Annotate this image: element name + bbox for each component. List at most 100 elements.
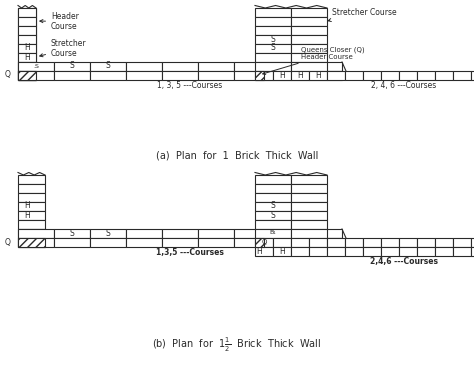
Bar: [18, 193, 45, 202]
Bar: [255, 238, 273, 247]
Text: H: H: [24, 211, 30, 219]
Text: Queens Closer (Q)
Header Course: Queens Closer (Q) Header Course: [263, 46, 365, 74]
Bar: [417, 238, 435, 247]
Bar: [234, 71, 270, 80]
Bar: [291, 184, 327, 193]
Bar: [291, 220, 327, 229]
Bar: [18, 8, 36, 17]
Text: B₁: B₁: [270, 231, 276, 235]
Bar: [255, 35, 291, 44]
Bar: [255, 175, 291, 184]
Text: S: S: [106, 61, 110, 71]
Bar: [306, 62, 342, 71]
Bar: [291, 26, 327, 35]
Bar: [255, 71, 264, 80]
Text: H: H: [24, 202, 30, 211]
Bar: [273, 247, 291, 256]
Bar: [255, 53, 291, 62]
Bar: [291, 202, 327, 211]
Bar: [471, 247, 474, 256]
Bar: [18, 202, 45, 211]
Bar: [381, 71, 399, 80]
Bar: [291, 238, 309, 247]
Bar: [255, 62, 291, 71]
Text: 2,4,6 ---Courses: 2,4,6 ---Courses: [370, 257, 438, 266]
Bar: [291, 229, 327, 238]
Bar: [327, 71, 345, 80]
Text: H: H: [279, 71, 285, 80]
Bar: [18, 175, 45, 184]
Text: H: H: [315, 71, 321, 80]
Text: Header
Course: Header Course: [40, 12, 79, 31]
Bar: [399, 71, 417, 80]
Bar: [90, 229, 126, 238]
Bar: [18, 17, 36, 26]
Bar: [162, 62, 198, 71]
Text: (a)  Plan  for  1  Brick  Thick  Wall: (a) Plan for 1 Brick Thick Wall: [156, 150, 318, 160]
Text: .S: .S: [33, 64, 39, 68]
Text: S: S: [271, 44, 275, 53]
Bar: [291, 17, 327, 26]
Bar: [18, 220, 45, 229]
Text: Q: Q: [5, 71, 11, 80]
Bar: [273, 71, 291, 80]
Text: Q: Q: [5, 238, 11, 246]
Bar: [18, 71, 36, 80]
Bar: [255, 26, 291, 35]
Bar: [54, 229, 90, 238]
Bar: [54, 238, 90, 247]
Bar: [270, 62, 306, 71]
Bar: [18, 238, 45, 247]
Bar: [18, 35, 36, 44]
Bar: [381, 247, 399, 256]
Bar: [18, 53, 36, 62]
Bar: [18, 44, 36, 53]
Bar: [54, 62, 90, 71]
Bar: [453, 71, 471, 80]
Bar: [363, 247, 381, 256]
Bar: [18, 71, 54, 80]
Bar: [291, 193, 327, 202]
Text: (b)  Plan  for  $1\frac{1}{2}$  Brick  Thick  Wall: (b) Plan for $1\frac{1}{2}$ Brick Thick …: [152, 336, 322, 354]
Bar: [270, 238, 306, 247]
Bar: [18, 71, 36, 80]
Bar: [18, 17, 36, 26]
Bar: [18, 211, 45, 220]
Bar: [345, 238, 363, 247]
Text: S: S: [271, 211, 275, 219]
Bar: [18, 238, 45, 247]
Bar: [18, 238, 54, 247]
Bar: [18, 184, 45, 193]
Text: Q: Q: [261, 239, 267, 245]
Bar: [327, 238, 345, 247]
Bar: [162, 238, 198, 247]
Bar: [18, 26, 36, 35]
Bar: [54, 71, 90, 80]
Bar: [234, 238, 270, 247]
Bar: [291, 35, 327, 44]
Bar: [291, 53, 327, 62]
Bar: [270, 229, 306, 238]
Bar: [291, 71, 309, 80]
Bar: [18, 229, 54, 238]
Bar: [363, 238, 381, 247]
Bar: [255, 71, 273, 80]
Bar: [18, 62, 54, 71]
Bar: [18, 44, 36, 53]
Bar: [291, 62, 327, 71]
Bar: [198, 229, 234, 238]
Bar: [198, 238, 234, 247]
Bar: [291, 211, 327, 220]
Bar: [435, 71, 453, 80]
Bar: [345, 71, 363, 80]
Bar: [306, 71, 342, 80]
Bar: [255, 202, 291, 211]
Bar: [234, 62, 270, 71]
Text: H: H: [256, 246, 262, 256]
Bar: [273, 238, 291, 247]
Bar: [162, 229, 198, 238]
Bar: [270, 71, 306, 80]
Bar: [18, 62, 36, 71]
Bar: [255, 211, 291, 220]
Bar: [309, 238, 327, 247]
